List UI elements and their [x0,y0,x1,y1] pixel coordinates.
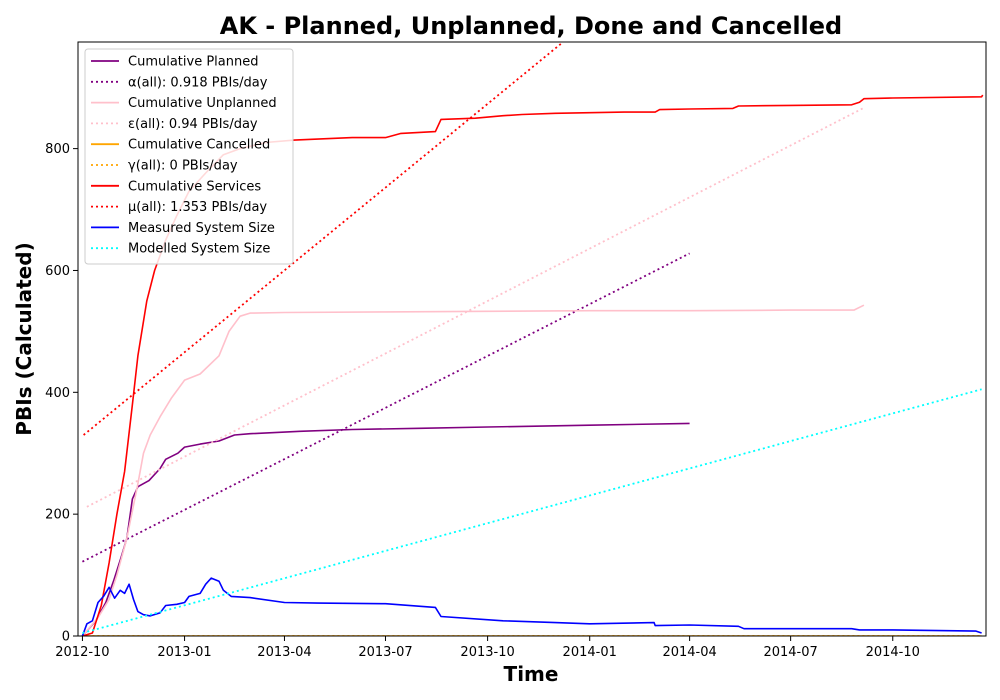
series-line-0 [81,422,690,636]
series-line-6 [82,94,984,636]
x-tick-label: 2013-01 [157,645,211,660]
series-line-7 [83,42,564,436]
x-tick-label: 2013-10 [460,645,514,660]
y-tick-label: 800 [45,142,70,157]
legend-label-1: α(all): 0.918 PBIs/day [128,75,268,90]
x-tick-label: 2014-01 [563,645,617,660]
legend-label-4: Cumulative Cancelled [128,138,270,153]
x-tick-label: 2013-07 [358,645,412,660]
series-layer [81,42,984,636]
y-tick-label: 600 [45,264,70,279]
plot-frame [77,41,987,637]
legend-label-7: μ(all): 1.353 PBIs/day [128,200,267,215]
legend-label-0: Cumulative Planned [128,55,258,70]
legend-label-9: Modelled System Size [128,242,270,257]
y-tick-label: 0 [62,630,70,645]
x-tick-label: 2014-04 [662,645,716,660]
y-tick-label: 400 [45,386,70,401]
y-axis-label: PBIs (Calculated) [12,242,36,435]
legend-label-8: Measured System Size [128,221,275,236]
x-tick-label: 2013-04 [257,645,311,660]
legend-label-3: ε(all): 0.94 PBIs/day [128,117,258,132]
series-line-8 [81,577,982,636]
x-tick-label: 2012-10 [55,645,109,660]
chart-title: AK - Planned, Unplanned, Done and Cancel… [220,12,843,40]
series-line-3 [86,106,865,508]
legend: Cumulative Planned α(all): 0.918 PBIs/day… [84,48,294,265]
legend-label-5: γ(all): 0 PBIs/day [128,159,238,174]
x-tick-label: 2014-07 [763,645,817,660]
legend-box [84,48,294,265]
series-line-9 [82,388,982,634]
x-axis-label: Time [504,662,559,686]
x-tick-label: 2014-10 [866,645,920,660]
legend-label-2: Cumulative Unplanned [128,96,277,111]
series-line-2 [81,304,865,636]
x-axis: 2012-10 2013-01 2013-04 2013-07 2013-10 2014-… [55,636,920,660]
legend-label-6: Cumulative Services [128,179,261,194]
y-tick-label: 200 [45,508,70,523]
series-line-1 [81,252,691,563]
y-axis: 0 200 400 600 800 [45,142,78,645]
